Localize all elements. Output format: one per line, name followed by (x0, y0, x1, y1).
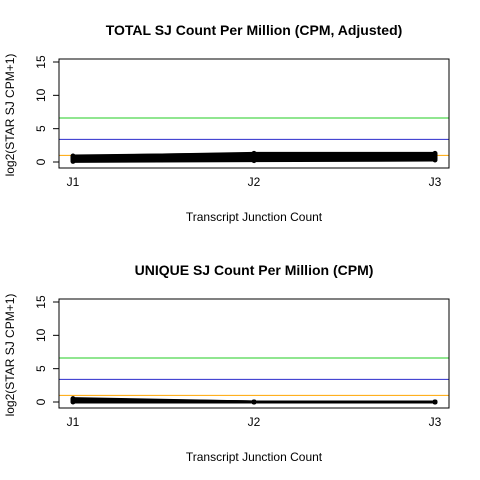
x-tick-label: J1 (67, 175, 80, 189)
y-tick-label: 15 (34, 55, 48, 69)
y-tick-label: 10 (34, 88, 48, 102)
y-tick-label: 5 (34, 365, 48, 372)
chart-title: TOTAL SJ Count Per Million (CPM, Adjuste… (106, 22, 403, 38)
x-tick-label: J2 (248, 415, 261, 429)
y-tick-label: 0 (34, 398, 48, 405)
data-point (70, 156, 76, 162)
y-tick-label: 5 (34, 125, 48, 132)
y-tick-label: 0 (34, 158, 48, 165)
x-axis-label: Transcript Junction Count (186, 450, 323, 464)
data-point (251, 154, 257, 160)
x-tick-label: J1 (67, 415, 80, 429)
y-tick-label: 15 (34, 295, 48, 309)
data-point (432, 155, 438, 161)
y-axis-label: log2(STAR SJ CPM+1) (3, 294, 17, 417)
x-tick-label: J3 (429, 415, 442, 429)
chart-panel-unique: UNIQUE SJ Count Per Million (CPM) Transc… (3, 262, 450, 464)
x-axis-label: Transcript Junction Count (186, 210, 323, 224)
plot-frame (58, 298, 450, 409)
y-tick-label: 10 (34, 328, 48, 342)
data-point (251, 399, 257, 405)
chart-panel-total: TOTAL SJ Count Per Million (CPM, Adjuste… (3, 22, 450, 224)
y-axis-label: log2(STAR SJ CPM+1) (3, 54, 17, 177)
x-tick-label: J2 (248, 175, 261, 189)
data-point (70, 396, 76, 402)
x-tick-label: J3 (429, 175, 442, 189)
data-point (432, 399, 438, 405)
chart-title: UNIQUE SJ Count Per Million (CPM) (135, 262, 374, 278)
